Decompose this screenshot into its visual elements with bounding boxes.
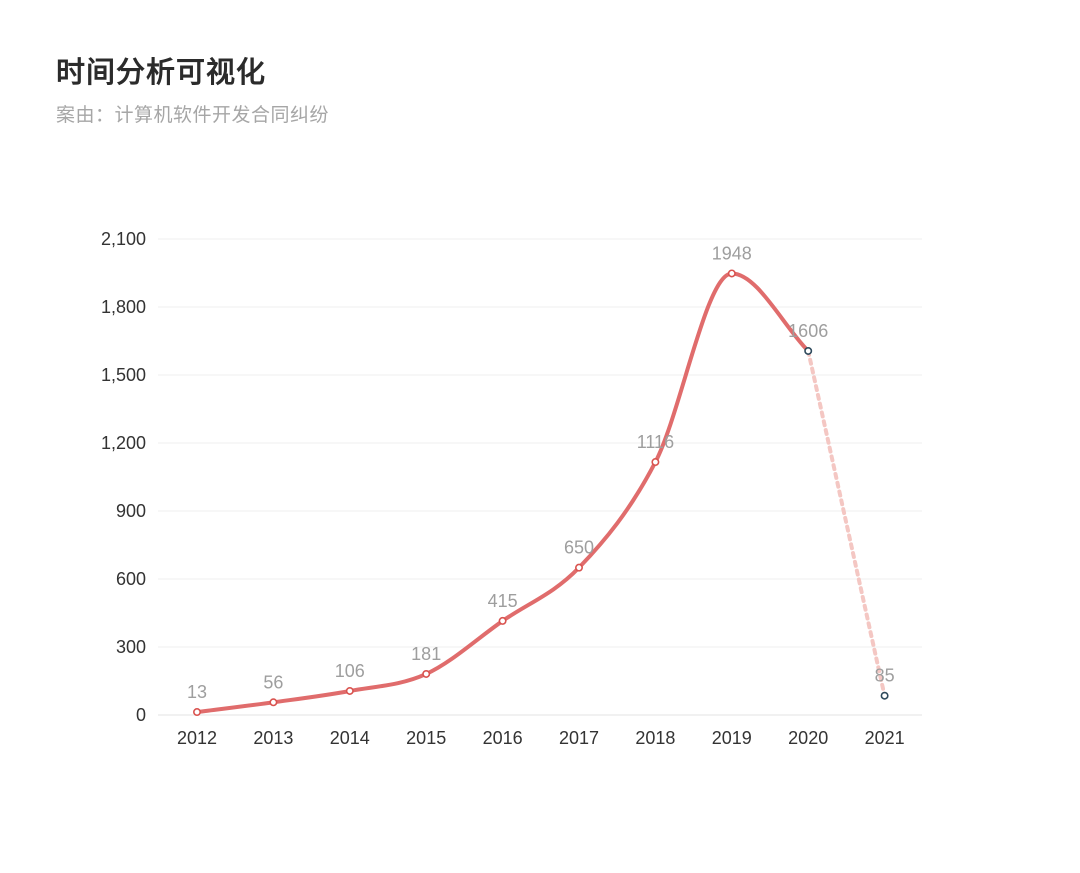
data-point	[880, 691, 889, 700]
data-point	[498, 616, 507, 625]
data-points	[193, 269, 889, 717]
x-tick-label: 2019	[712, 728, 752, 748]
data-label: 1116	[637, 432, 674, 452]
data-label: 415	[488, 591, 518, 611]
data-label: 1948	[712, 243, 752, 263]
x-tick-label: 2021	[865, 728, 905, 748]
data-point	[727, 269, 736, 278]
grid-lines	[158, 238, 922, 648]
y-tick-label: 900	[116, 501, 146, 521]
data-point	[422, 669, 431, 678]
data-point	[345, 686, 354, 695]
data-label: 650	[564, 538, 594, 558]
x-tick-label: 2020	[788, 728, 828, 748]
data-point	[804, 346, 813, 355]
y-tick-label: 1,200	[101, 433, 146, 453]
x-tick-label: 2012	[177, 728, 217, 748]
series-lines	[195, 271, 887, 715]
x-tick-label: 2015	[406, 728, 446, 748]
y-tick-label: 600	[116, 569, 146, 589]
y-tick-label: 0	[136, 705, 146, 725]
x-tick-label: 2018	[635, 728, 675, 748]
data-label: 56	[263, 672, 283, 692]
x-axis-ticks: 2012 2013 2014 2015 2016 2017 2018 2019 2020 2021	[177, 728, 905, 748]
data-point	[269, 698, 278, 707]
series-line-dashed	[806, 348, 887, 698]
data-label: 106	[335, 661, 365, 681]
y-axis-ticks: 0 300 600 900 1,200 1,500 1,800 2,100	[101, 229, 146, 725]
chart-subtitle: 案由：计算机软件开发合同纠纷	[56, 104, 330, 126]
x-tick-label: 2017	[559, 728, 599, 748]
series-line	[195, 271, 811, 715]
chart-title: 时间分析可视化	[56, 55, 267, 89]
data-point	[651, 458, 660, 467]
y-tick-label: 300	[116, 637, 146, 657]
y-tick-label: 1,500	[101, 365, 146, 385]
data-point	[193, 708, 202, 717]
x-tick-label: 2013	[253, 728, 293, 748]
data-label: 181	[411, 644, 441, 664]
data-label: 13	[187, 682, 207, 702]
data-labels: 13 56 106 181 415 650 1116 1948 1606 85	[187, 243, 895, 702]
data-label: 1606	[788, 321, 828, 341]
x-tick-label: 2014	[330, 728, 370, 748]
data-point	[574, 563, 583, 572]
x-tick-label: 2016	[483, 728, 523, 748]
chart-header: 时间分析可视化 案由：计算机软件开发合同纠纷	[56, 52, 329, 128]
data-label: 85	[875, 666, 895, 686]
y-tick-label: 2,100	[101, 229, 146, 249]
y-tick-label: 1,800	[101, 297, 146, 317]
